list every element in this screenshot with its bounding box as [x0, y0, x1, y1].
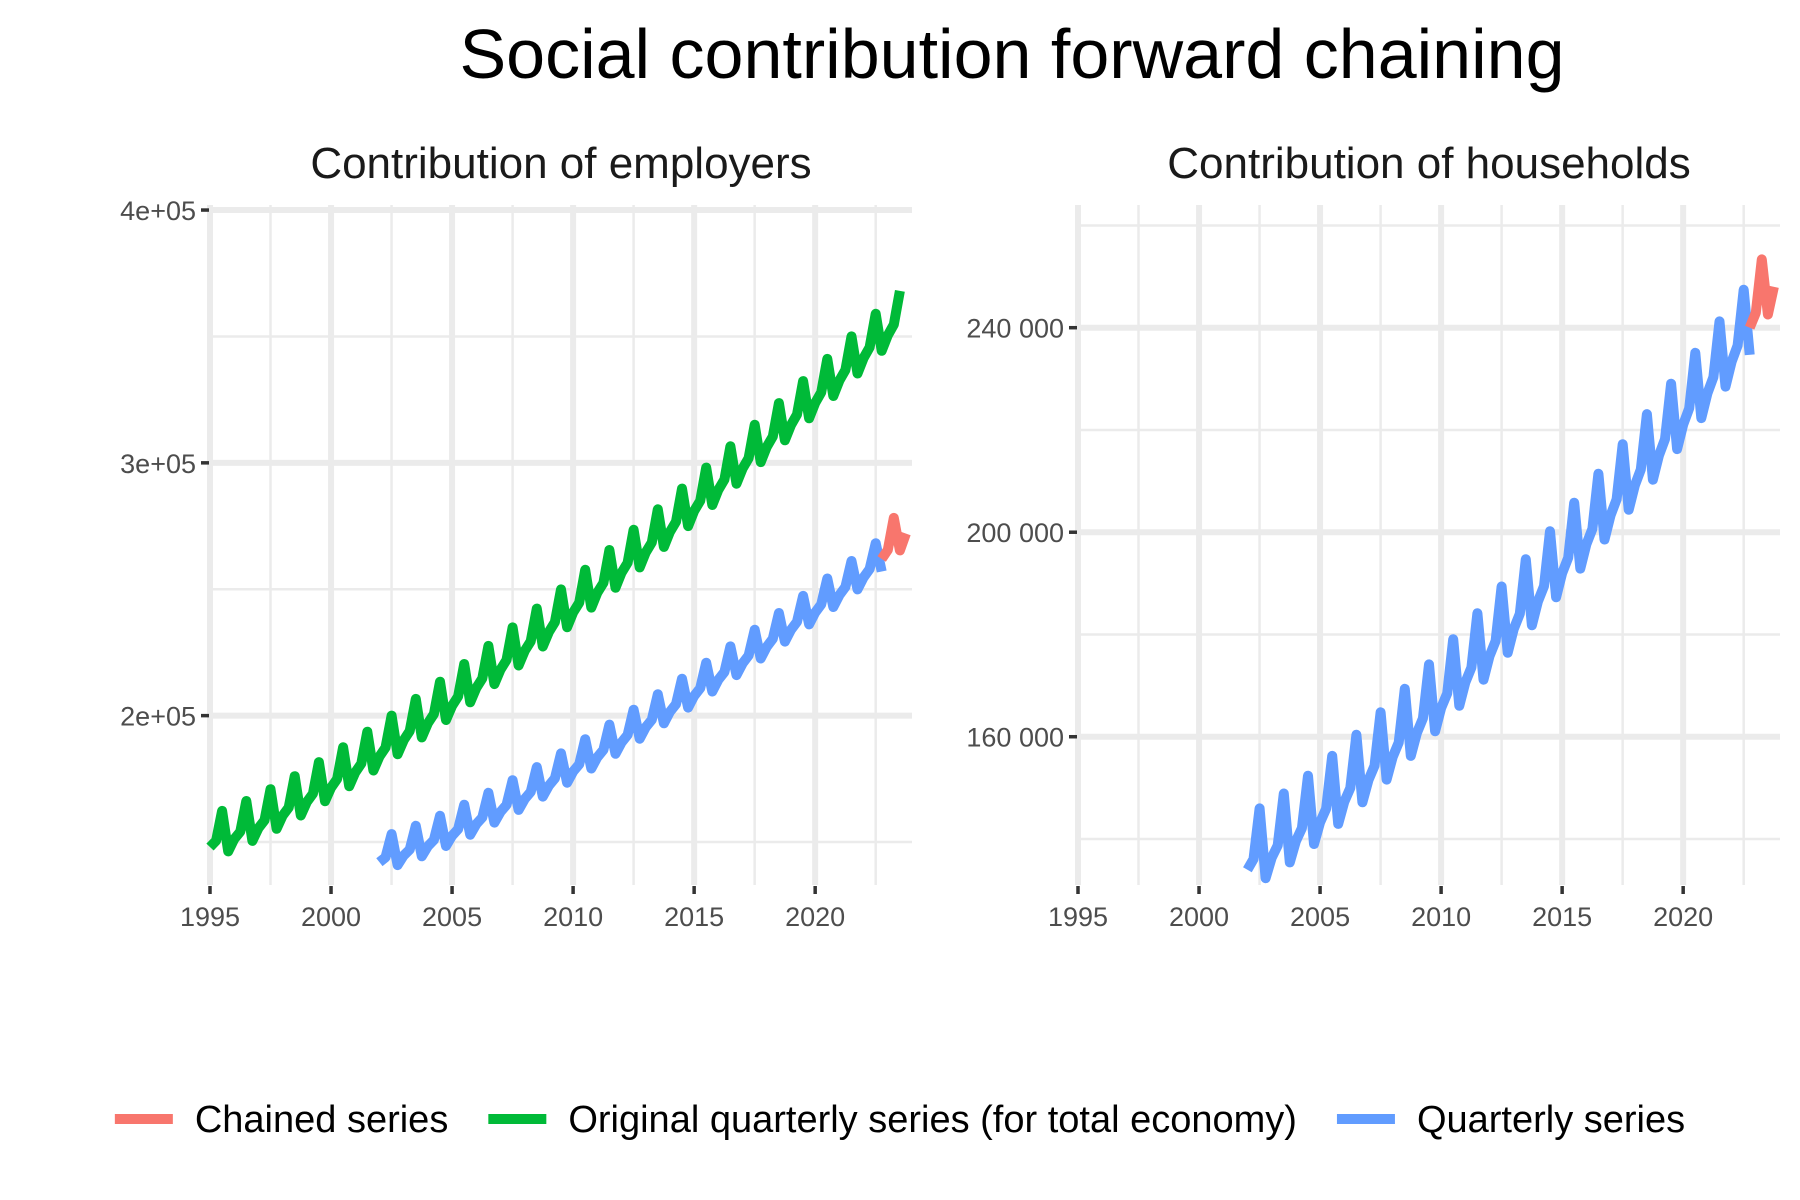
- y-tick-label: 2e+05: [120, 702, 196, 732]
- x-tick-label: 2005: [422, 902, 482, 932]
- y-tick-label: 200 000: [966, 518, 1064, 548]
- series-line-chained: [877, 512, 911, 562]
- chart-title: Social contribution forward chaining: [459, 15, 1564, 93]
- legend-label-quarterly: Quarterly series: [1417, 1099, 1685, 1141]
- series-line-quarterly: [376, 538, 887, 871]
- series-line-chained: [1745, 254, 1779, 330]
- x-tick-label: 2015: [1532, 902, 1592, 932]
- x-tick-label: 1995: [180, 902, 240, 932]
- facet-title: Contribution of employers: [310, 139, 811, 188]
- y-tick-label: 3e+05: [120, 449, 196, 479]
- y-tick-label: 240 000: [966, 314, 1064, 344]
- facet-panels: Contribution of employers 2e+05 3e+05 4e+05…: [120, 139, 1780, 932]
- series-group: [1243, 254, 1779, 884]
- facet-panel-1: Contribution of employers 2e+05 3e+05 4e+05…: [120, 139, 912, 932]
- x-tick-label: 2000: [301, 902, 361, 932]
- x-tick-label: 2010: [543, 902, 603, 932]
- legend: Chained series Original quarterly series …: [114, 1099, 1685, 1141]
- legend-label-original: Original quarterly series (for total eco…: [568, 1099, 1297, 1141]
- series-group: [206, 290, 911, 871]
- facet-title: Contribution of households: [1167, 139, 1690, 188]
- x-tick-label: 2005: [1290, 902, 1350, 932]
- x-tick-label: 2020: [785, 902, 845, 932]
- x-tick-label: 2020: [1653, 902, 1713, 932]
- y-tick-label: 4e+05: [120, 196, 196, 226]
- series-line-quarterly: [1243, 284, 1755, 884]
- series-line-original: [206, 290, 905, 857]
- y-axis: 160 000 200 000 240 000: [966, 314, 1077, 753]
- y-tick-label: 160 000: [966, 723, 1064, 753]
- legend-label-chained: Chained series: [195, 1099, 448, 1141]
- x-tick-label: 2015: [664, 902, 724, 932]
- x-tick-label: 1995: [1048, 902, 1108, 932]
- x-tick-label: 2000: [1169, 902, 1229, 932]
- x-axis: 1995 2000 2005 2010 2015 2020: [180, 886, 845, 932]
- grid: [1075, 205, 1780, 885]
- x-tick-label: 2010: [1411, 902, 1471, 932]
- y-axis: 2e+05 3e+05 4e+05: [120, 196, 209, 732]
- x-axis: 1995 2000 2005 2010 2015 2020: [1048, 886, 1713, 932]
- facet-panel-2: Contribution of households 160 000 200 000…: [966, 139, 1780, 932]
